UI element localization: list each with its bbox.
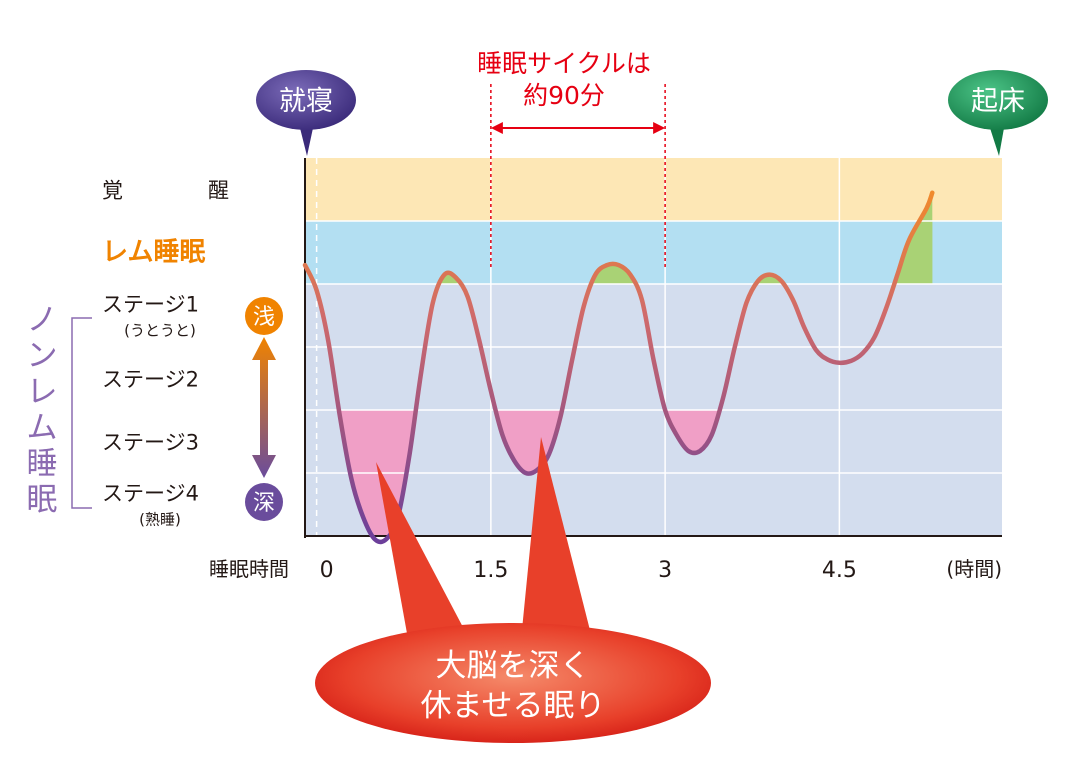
stage-sublabel-s1: (うとうと) xyxy=(124,322,196,340)
x-tick-label: 1.5 xyxy=(473,558,508,583)
deep-badge xyxy=(245,483,283,521)
callout-line2: 休ませる眠り xyxy=(420,688,605,724)
stage-label-s4: ステージ4 xyxy=(102,482,199,506)
stage-label-s3: ステージ3 xyxy=(102,431,199,455)
shallow-badge-label: 浅 xyxy=(253,305,275,330)
x-tick-label: 4.5 xyxy=(822,558,857,583)
cycle-annotation: 睡眠サイクルは 約90分 xyxy=(477,49,666,268)
stage-label-s2: ステージ2 xyxy=(102,368,199,392)
axes xyxy=(304,158,1002,538)
deep-sleep-callout: 大脳を深く 休ませる眠り xyxy=(315,437,711,743)
deep-badge-label: 深 xyxy=(253,491,275,516)
band-s3 xyxy=(305,410,1002,473)
cycle-arrow-head-left xyxy=(490,122,503,134)
sleep-depth-curve xyxy=(302,190,935,545)
cycle-text-line1: 睡眠サイクルは xyxy=(477,49,651,78)
sleep-bubble: 就寝 xyxy=(256,70,356,156)
x-axis-title: 睡眠時間 xyxy=(209,557,289,581)
stage-label-wake: 覚 醒 xyxy=(102,179,261,203)
depth-indicator: 浅 深 xyxy=(245,297,283,521)
depth-arrow xyxy=(252,337,276,478)
nonrem-label-char: ン xyxy=(27,338,58,374)
nonrem-bracket xyxy=(71,317,92,509)
sleep-curve-line xyxy=(302,190,935,545)
stage-label-rem: レム睡眠 xyxy=(102,238,205,268)
grid-lines xyxy=(305,158,1002,536)
nonrem-label-char: ム xyxy=(27,410,58,446)
x-axis-unit: (時間) xyxy=(946,557,1002,581)
cycle-arrow-head-right xyxy=(653,122,666,134)
band-rem xyxy=(305,221,1002,284)
nonrem-label-char: 眠 xyxy=(27,482,58,518)
stage-sublabel-s4: (熟睡) xyxy=(139,511,181,529)
nonrem-label-char: 睡 xyxy=(27,446,58,482)
x-tick-labels: 0 1.5 3 4.5 xyxy=(320,558,857,583)
band-wake xyxy=(305,158,1002,221)
shallow-badge xyxy=(245,297,283,335)
band-s1 xyxy=(305,284,1002,347)
callout-line1: 大脳を深く xyxy=(436,648,591,684)
cycle-text-line2: 約90分 xyxy=(523,81,605,110)
nonrem-label-char: ノ xyxy=(27,302,58,338)
sleep-bubble-label: 就寝 xyxy=(279,86,333,117)
wake-bubble: 起床 xyxy=(948,70,1048,156)
nonrem-label-char: レ xyxy=(27,374,58,410)
x-tick-label: 0 xyxy=(320,558,334,583)
stage-label-s1: ステージ1 xyxy=(102,293,199,317)
wake-bubble-label: 起床 xyxy=(971,86,1025,117)
band-s4 xyxy=(305,473,1002,536)
x-tick-label: 3 xyxy=(658,558,672,583)
